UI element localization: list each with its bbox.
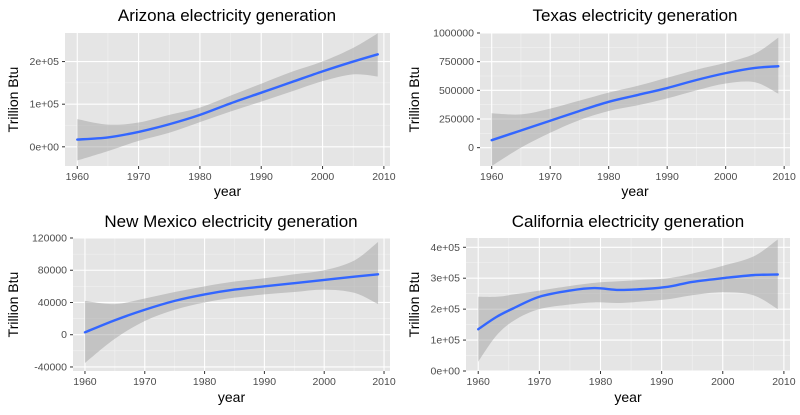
y-tick-label: 2e+05 [431,304,461,316]
x-tick-label: 2000 [711,376,735,388]
x-tick-label: 2010 [772,376,796,388]
y-tick-label: -40000 [34,361,67,373]
plot-background [65,33,390,166]
plot-background [480,33,790,166]
x-tick-label: 2000 [714,171,738,183]
x-tick-label: 1960 [73,376,97,388]
x-tick-label: 1960 [467,376,491,388]
x-axis-label: year [218,389,246,405]
x-tick-label: 1990 [655,171,679,183]
x-tick-label: 2010 [772,171,796,183]
y-tick-label: 250000 [439,113,474,125]
x-tick-label: 1960 [480,171,504,183]
x-tick-label: 1970 [539,171,563,183]
chart-title: California electricity generation [512,212,744,231]
y-tick-label: 80000 [38,265,67,277]
smooth-line [490,65,780,142]
y-tick-label: 1000000 [433,28,474,40]
chart-title: Texas electricity generation [532,6,737,25]
y-tick-label: 40000 [38,297,67,309]
x-tick-label: 1990 [250,171,274,183]
x-tick-label: 1980 [597,171,621,183]
y-axis-label: Trillion Btu [5,67,21,133]
x-axis-label: year [614,389,642,405]
smooth-line [76,53,379,141]
smooth-line [83,273,380,334]
y-tick-label: 2e+05 [30,56,60,68]
x-tick-label: 1960 [66,171,90,183]
x-tick-label: 1990 [253,376,277,388]
y-tick-label: 3e+05 [431,273,461,285]
y-axis-label: Trillion Btu [406,272,422,338]
chart-title: Arizona electricity generation [118,6,336,25]
x-tick-label: 1970 [127,171,151,183]
plot-background [73,238,390,371]
confidence-band [478,239,778,362]
confidence-band [84,242,379,363]
confidence-band [491,37,779,167]
y-tick-label: 1e+05 [431,335,461,347]
x-tick-label: 1980 [589,376,613,388]
smooth-line [477,273,779,331]
y-tick-label: 500000 [439,85,474,97]
x-tick-label: 2010 [372,376,396,388]
y-axis-label: Trillion Btu [406,67,422,133]
y-tick-label: 0e+00 [30,141,60,153]
x-tick-label: 2000 [313,376,337,388]
x-tick-label: 1970 [133,376,157,388]
y-tick-label: 0 [61,329,67,341]
y-tick-label: 0 [468,142,474,154]
x-tick-label: 1990 [650,376,674,388]
x-tick-label: 2010 [372,171,396,183]
x-axis-label: year [214,183,242,199]
y-axis-label: Trillion Btu [5,272,21,338]
y-tick-label: 120000 [32,233,67,245]
y-tick-label: 0e+00 [431,366,461,378]
x-tick-label: 2000 [311,171,335,183]
y-tick-label: 1e+05 [30,99,60,111]
x-tick-label: 1980 [188,171,212,183]
x-tick-label: 1970 [528,376,552,388]
chart-title: New Mexico electricity generation [104,212,357,231]
x-axis-label: year [621,183,649,199]
y-tick-label: 4e+05 [431,242,461,254]
y-tick-label: 750000 [439,56,474,68]
x-tick-label: 1980 [193,376,217,388]
